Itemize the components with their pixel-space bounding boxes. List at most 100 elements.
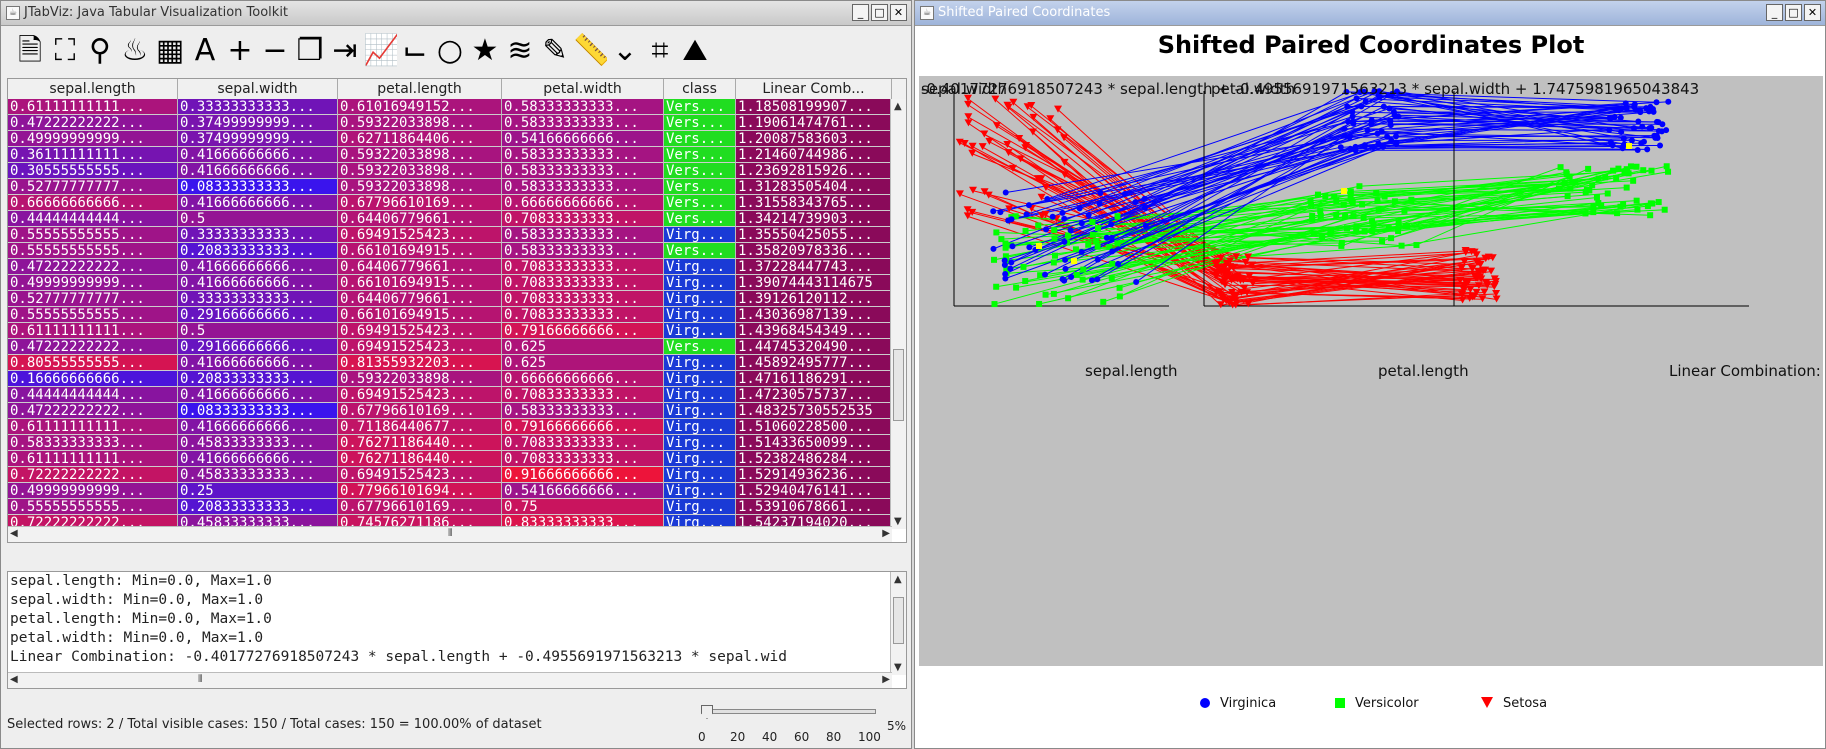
table-cell[interactable]: 0.33333333333... — [178, 99, 338, 115]
table-cell[interactable]: 1.47230575737... — [736, 387, 892, 403]
table-cell[interactable]: 0.44444444444... — [8, 211, 178, 227]
table-cell[interactable]: 1.52382486284... — [736, 451, 892, 467]
table-cell[interactable]: 0.54166666666... — [502, 131, 664, 147]
table-cell[interactable]: 0.52777777777... — [8, 291, 178, 307]
table-row[interactable]: 0.52777777777... 0.33333333333... 0.644067… — [8, 291, 892, 307]
table-cell[interactable]: 0.70833333333... — [502, 451, 664, 467]
table-cell[interactable]: 0.64406779661... — [338, 259, 502, 275]
table-cell[interactable]: 1.44745320490... — [736, 339, 892, 355]
table-cell[interactable]: Virg... — [664, 451, 736, 467]
table-cell[interactable]: Vers... — [664, 163, 736, 179]
column-header[interactable]: Linear Comb... — [736, 79, 892, 99]
table-row[interactable]: 0.44444444444... 0.41666666666... 0.694915… — [8, 387, 892, 403]
column-header[interactable]: sepal.width — [178, 79, 338, 99]
table-row[interactable]: 0.55555555555... 0.20833333333... 0.661016… — [8, 243, 892, 259]
table-cell[interactable]: 0.20833333333... — [178, 371, 338, 387]
table-cell[interactable]: 0.36111111111... — [8, 147, 178, 163]
close-button[interactable]: ✕ — [890, 4, 907, 21]
table-cell[interactable]: 0.41666666666... — [178, 195, 338, 211]
table-row[interactable]: 0.55555555555... 0.20833333333... 0.677966… — [8, 499, 892, 515]
table-cell[interactable]: 0.58333333333... — [502, 147, 664, 163]
table-row[interactable]: 0.47222222222... 0.29166666666... 0.694915… — [8, 339, 892, 355]
info-text-area[interactable]: sepal.length: Min=0.0, Max=1.0 sepal.wid… — [7, 571, 907, 689]
table-cell[interactable]: 0.49999999999... — [8, 131, 178, 147]
table-cell[interactable]: 1.45892495777... — [736, 355, 892, 371]
table-cell[interactable]: 1.19061474761... — [736, 115, 892, 131]
table-cell[interactable]: Virg... — [664, 275, 736, 291]
info-horizontal-scrollbar[interactable]: ◀ ⦀ ▶ — [8, 672, 892, 688]
slider-knob[interactable] — [701, 705, 713, 719]
layers-icon[interactable]: ≋ — [507, 33, 533, 68]
table-cell[interactable]: Virg... — [664, 371, 736, 387]
table-cell[interactable]: 1.20087583603... — [736, 131, 892, 147]
table-cell[interactable]: 0.41666666666... — [178, 259, 338, 275]
table-row[interactable]: 0.61111111111... 0.33333333333... 0.610169… — [8, 99, 892, 115]
table-cell[interactable]: 0.41666666666... — [178, 275, 338, 291]
table-cell[interactable]: 1.51433650099... — [736, 435, 892, 451]
table-cell[interactable]: Virg... — [664, 355, 736, 371]
table-cell[interactable]: 0.29166666666... — [178, 307, 338, 323]
table-cell[interactable]: Vers... — [664, 131, 736, 147]
table-cell[interactable]: 0.47222222222... — [8, 339, 178, 355]
table-cell[interactable]: 1.34214739903... — [736, 211, 892, 227]
table-cell[interactable]: 0.59322033898... — [338, 371, 502, 387]
maximize-button[interactable]: □ — [871, 4, 888, 21]
info-vertical-scrollbar[interactable]: ▲ ▼ — [890, 572, 906, 675]
table-cell[interactable]: 0.69491525423... — [338, 387, 502, 403]
table-cell[interactable]: 0.61016949152... — [338, 99, 502, 115]
table-cell[interactable]: 0.55555555555... — [8, 243, 178, 259]
table-cell[interactable]: Vers... — [664, 115, 736, 131]
open-file-icon[interactable]: 🗎 — [17, 33, 43, 68]
table-cell[interactable]: Vers... — [664, 243, 736, 259]
table-cell[interactable]: Virg... — [664, 227, 736, 243]
table-cell[interactable]: 0.55555555555... — [8, 499, 178, 515]
table-cell[interactable]: 1.52940476141... — [736, 483, 892, 499]
table-cell[interactable]: 0.41666666666... — [178, 387, 338, 403]
table-cell[interactable]: 0.55555555555... — [8, 227, 178, 243]
table-cell[interactable]: 0.41666666666... — [178, 163, 338, 179]
table-cell[interactable]: 0.70833333333... — [502, 291, 664, 307]
table-cell[interactable]: 1.23692815926... — [736, 163, 892, 179]
table-cell[interactable]: 0.62711864406... — [338, 131, 502, 147]
table-cell[interactable]: Vers... — [664, 211, 736, 227]
threshold-slider[interactable] — [701, 705, 876, 719]
table-cell[interactable]: 0.72222222222... — [8, 467, 178, 483]
table-cell[interactable]: 0.58333333333... — [502, 403, 664, 419]
table-cell[interactable]: 0.625 — [502, 339, 664, 355]
table-cell[interactable]: Virg... — [664, 419, 736, 435]
table-cell[interactable]: 0.64406779661... — [338, 291, 502, 307]
table-cell[interactable]: 0.20833333333... — [178, 243, 338, 259]
table-cell[interactable]: Virg... — [664, 403, 736, 419]
table-cell[interactable]: 0.47222222222... — [8, 403, 178, 419]
table-cell[interactable]: 0.5 — [178, 211, 338, 227]
chevron-double-down-icon[interactable]: ⌄ — [612, 33, 638, 68]
table-cell[interactable]: 1.48325730552535 — [736, 403, 892, 419]
table-row[interactable]: 0.80555555555... 0.41666666666... 0.813559… — [8, 355, 892, 371]
table-cell[interactable]: 0.58333333333... — [502, 243, 664, 259]
table-cell[interactable]: 0.59322033898... — [338, 147, 502, 163]
table-cell[interactable]: Virg... — [664, 307, 736, 323]
table-row[interactable]: 0.72222222222... 0.45833333333... 0.694915… — [8, 467, 892, 483]
table-cell[interactable]: 0.41666666666... — [178, 355, 338, 371]
table-cell[interactable]: Virg... — [664, 387, 736, 403]
table-cell[interactable]: 1.35550425055... — [736, 227, 892, 243]
table-cell[interactable]: 0.47222222222... — [8, 259, 178, 275]
eyedropper-icon[interactable]: ✎ — [542, 33, 568, 68]
table-cell[interactable]: 0.16666666666... — [8, 371, 178, 387]
table-cell[interactable]: 0.58333333333... — [8, 435, 178, 451]
table-cell[interactable]: 0.66101694915... — [338, 275, 502, 291]
column-header[interactable]: class — [664, 79, 736, 99]
table-cell[interactable]: 0.66101694915... — [338, 307, 502, 323]
table-cell[interactable]: 0.33333333333... — [178, 227, 338, 243]
table-cell[interactable]: 0.41666666666... — [178, 147, 338, 163]
table-cell[interactable]: 0.52777777777... — [8, 179, 178, 195]
table-cell[interactable]: 0.61111111111... — [8, 419, 178, 435]
table-cell[interactable]: Vers... — [664, 179, 736, 195]
table-cell[interactable]: 0.69491525423... — [338, 467, 502, 483]
table-cell[interactable]: 0.41666666666... — [178, 419, 338, 435]
table-cell[interactable]: 1.39074443114675 — [736, 275, 892, 291]
table-cell[interactable]: 0.66666666666... — [8, 195, 178, 211]
table-cell[interactable]: 0.44444444444... — [8, 387, 178, 403]
table-cell[interactable]: 0.70833333333... — [502, 259, 664, 275]
minimize-button[interactable]: _ — [852, 4, 869, 21]
